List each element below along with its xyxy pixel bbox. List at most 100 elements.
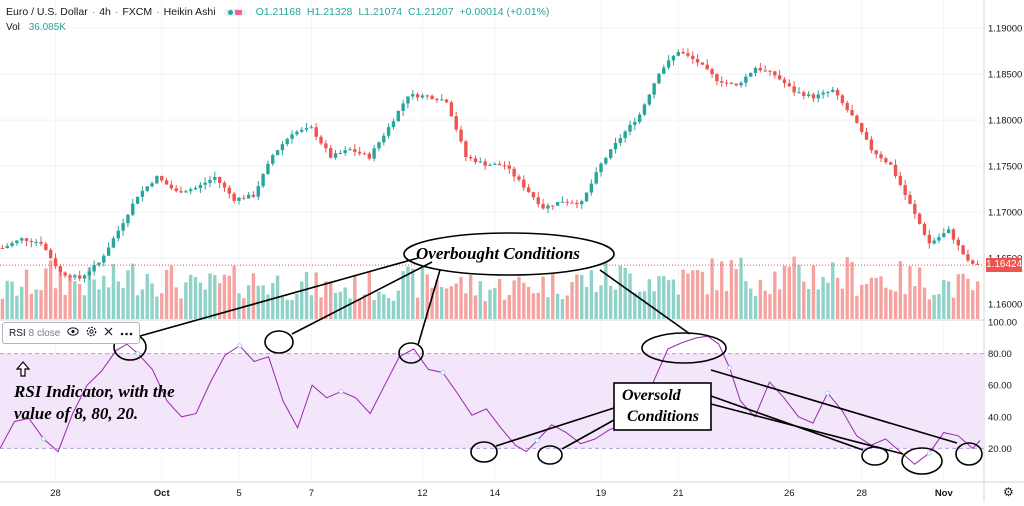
candle-body [642, 104, 647, 115]
candle-body [502, 165, 507, 167]
rsi-point [237, 343, 242, 349]
volume-bar [0, 298, 5, 319]
candle-body [319, 136, 323, 144]
volume-bar [898, 261, 903, 319]
time-tick-label: 28 [50, 488, 61, 499]
pointer-line [561, 419, 615, 450]
candle-body [908, 194, 912, 204]
volume-bar [526, 286, 531, 319]
volume-bar [73, 281, 77, 319]
candle-body [401, 103, 405, 111]
rsi-point [825, 390, 830, 396]
volume-bar [367, 271, 371, 319]
candle-body [10, 243, 14, 246]
volume-bar [304, 271, 309, 319]
candle-body [917, 213, 922, 225]
volume-bar [811, 265, 816, 319]
volume-bar [662, 276, 666, 319]
candle-body [275, 150, 280, 156]
axes: 1.190001.185001.180001.175001.170001.165… [50, 24, 1022, 499]
volume-bar [406, 266, 410, 319]
candle-body [68, 275, 72, 278]
volume-bar [724, 290, 729, 319]
volume-bar [338, 291, 343, 319]
candle-body [797, 92, 801, 94]
rsi-legend[interactable]: RSI 8 close [2, 322, 141, 344]
rsi-tick-label: 80.00 [988, 349, 1012, 360]
rsi-note-line-2: value of 8, 80, 20. [14, 404, 139, 423]
volume-bar [589, 270, 594, 319]
candle-body [97, 262, 101, 266]
candle-body [295, 131, 299, 135]
volume-bar [681, 269, 685, 319]
close-icon[interactable] [104, 327, 113, 339]
symbol-name[interactable]: Euro / U.S. Dollar [6, 6, 88, 18]
candle-body [666, 60, 671, 68]
candle-body [551, 205, 555, 207]
candle-body [459, 129, 463, 142]
candle-body [256, 186, 260, 197]
volume-bar [184, 282, 188, 319]
candle-body [536, 197, 540, 205]
candle-body [140, 190, 145, 197]
candle-body [657, 73, 661, 84]
time-tick-label: 28 [856, 488, 867, 499]
candle-body [5, 245, 9, 249]
volume-label: Vol [6, 22, 20, 33]
interval-label[interactable]: 4h [99, 6, 111, 18]
volume-bar [695, 269, 700, 319]
pointer-line [495, 407, 615, 447]
volume-bar [20, 286, 24, 319]
volume-bar [49, 260, 53, 319]
volume-bar [82, 295, 87, 319]
candle-body [0, 248, 5, 250]
volume-bar [44, 268, 48, 319]
volume-bar [729, 260, 734, 319]
candle-body [835, 89, 840, 96]
candle-body [237, 197, 241, 201]
ohlc-open: O1.21168 [255, 6, 301, 18]
volume-bar [541, 276, 545, 319]
volume-bar [319, 297, 323, 319]
volume-bar [951, 297, 956, 319]
candle-body [860, 122, 864, 132]
pointer-line [139, 257, 419, 337]
eye-icon[interactable] [67, 327, 80, 339]
rsi-params[interactable]: 8 close [28, 327, 61, 339]
volume-legend: Vol 36.085K [6, 22, 66, 33]
time-tick-label: 7 [309, 488, 314, 499]
market-status-badge[interactable] [223, 8, 246, 16]
legend-separator: · [114, 6, 119, 18]
candle-body [570, 202, 574, 204]
volume-bar [917, 267, 922, 319]
volume-bar [169, 265, 174, 319]
rsi-label[interactable]: RSI [9, 327, 26, 339]
volume-bar [324, 281, 328, 319]
more-icon[interactable] [120, 327, 133, 339]
candle-body [893, 164, 898, 176]
volume-bar [5, 280, 9, 319]
gear-icon[interactable] [86, 326, 97, 340]
volume-bar [314, 272, 318, 319]
volume-bar [217, 283, 222, 319]
volume-bar [908, 266, 912, 319]
volume-bar [961, 273, 965, 319]
volume-bar [874, 277, 878, 319]
volume-bar [657, 276, 661, 319]
pointer-line [599, 269, 691, 335]
candle-body [594, 172, 598, 184]
volume-bar [710, 258, 714, 319]
volume-bar [637, 291, 642, 319]
settings-gear-icon[interactable]: ⚙ [1003, 485, 1014, 499]
candle-body [420, 95, 425, 98]
volume-bar [551, 270, 555, 319]
volume-bar [401, 271, 405, 319]
volume-bar [483, 301, 487, 319]
candle-body [131, 203, 135, 215]
rsi-point [727, 365, 732, 371]
volume-bar [787, 266, 791, 319]
candle-body [845, 103, 849, 110]
candle-body [676, 51, 680, 56]
volume-bar [227, 275, 231, 319]
